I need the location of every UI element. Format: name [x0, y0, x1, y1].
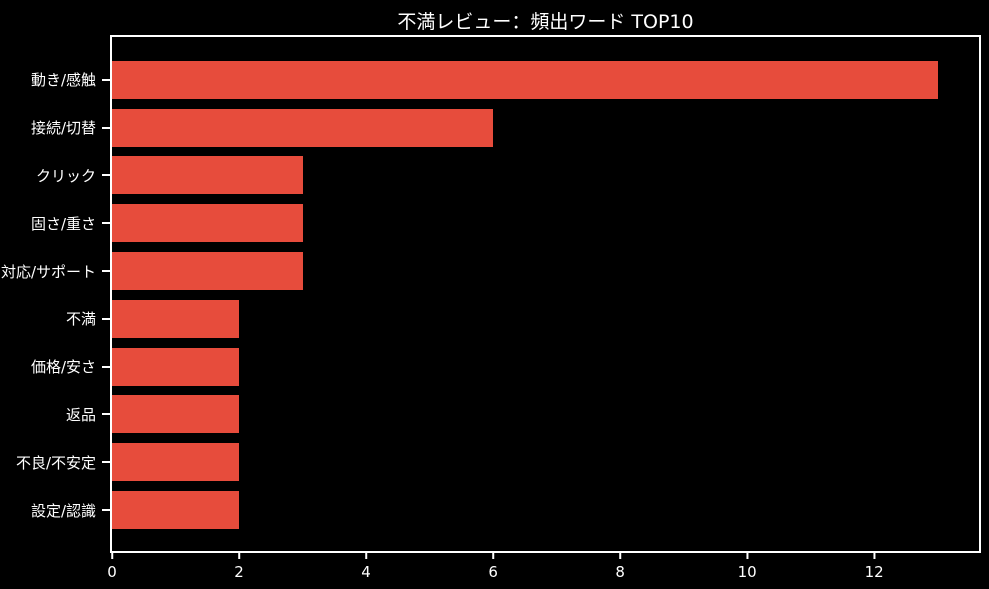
x-tick-mark	[873, 553, 876, 559]
y-row: クリック	[0, 152, 110, 200]
bar	[112, 156, 303, 195]
x-tick-label: 10	[737, 563, 757, 581]
plot-area	[110, 35, 981, 553]
y-row: 返品	[0, 391, 110, 439]
x-tick: 2	[234, 553, 244, 581]
x-tick-mark	[238, 553, 241, 559]
y-tick-mark	[102, 461, 110, 464]
y-tick-mark	[102, 509, 110, 512]
x-tick-mark	[110, 553, 113, 559]
y-tick-label: 接続/切替	[30, 119, 96, 138]
y-tick-mark	[102, 317, 110, 320]
y-row: 接続/切替	[0, 104, 110, 152]
y-tick-label: 設定/認識	[30, 501, 96, 520]
x-tick: 10	[738, 553, 757, 581]
y-row: 設定/認識	[0, 486, 110, 534]
x-tick-mark	[619, 553, 622, 559]
y-tick-label: 価格/安さ	[30, 358, 96, 377]
bar	[112, 252, 303, 291]
x-tick: 0	[107, 553, 117, 581]
x-tick-label: 8	[615, 563, 625, 581]
y-tick-mark	[102, 270, 110, 273]
chart-title: 不満レビュー：頻出ワード TOP10	[397, 11, 694, 33]
bar-row	[112, 56, 979, 104]
x-tick: 8	[615, 553, 625, 581]
x-tick-label: 4	[361, 563, 371, 581]
bar	[112, 491, 240, 530]
bar	[112, 443, 240, 482]
x-tick: 12	[865, 553, 884, 581]
x-tick-label: 0	[107, 563, 117, 581]
bar-row	[112, 343, 979, 391]
bar	[112, 108, 494, 147]
bar-row	[112, 391, 979, 439]
y-tick-mark	[102, 413, 110, 416]
x-tick-label: 2	[234, 563, 244, 581]
x-tick-mark	[492, 553, 495, 559]
x-tick-label: 12	[864, 563, 884, 581]
y-tick-label: 返品	[65, 405, 96, 424]
x-tick-label: 6	[488, 563, 498, 581]
bar-row	[112, 247, 979, 295]
bar	[112, 60, 938, 99]
bar	[112, 299, 240, 338]
y-tick-mark	[102, 365, 110, 368]
y-tick-label: 固さ/重さ	[30, 214, 96, 233]
x-tick-mark	[746, 553, 749, 559]
y-row: 固さ/重さ	[0, 199, 110, 247]
bar	[112, 204, 303, 243]
x-tick: 6	[488, 553, 498, 581]
bar	[112, 395, 240, 434]
y-tick-mark	[102, 174, 110, 177]
y-row: 価格/安さ	[0, 343, 110, 391]
x-axis: 0 2 4 6 8 10 12	[107, 553, 979, 587]
bar-row	[112, 104, 979, 152]
y-tick-mark	[102, 126, 110, 129]
bar-row	[112, 199, 979, 247]
y-row: 不満	[0, 295, 110, 343]
y-tick-label: 対応/サポート	[0, 262, 96, 281]
y-tick-mark	[102, 222, 110, 225]
bar-row	[112, 486, 979, 534]
bar-row	[112, 152, 979, 200]
y-tick-label: 不良/不安定	[15, 453, 96, 472]
y-tick-label: 不満	[65, 310, 96, 329]
y-tick-label: クリック	[35, 166, 96, 185]
y-row: 不良/不安定	[0, 438, 110, 486]
y-tick-mark	[102, 78, 110, 81]
x-tick: 4	[361, 553, 371, 581]
bar	[112, 347, 240, 386]
bar-row	[112, 295, 979, 343]
y-axis: 動き/感触接続/切替クリック固さ/重さ対応/サポート不満価格/安さ返品不良/不安…	[0, 56, 110, 534]
y-tick-label: 動き/感触	[30, 71, 96, 90]
y-row: 動き/感触	[0, 56, 110, 104]
bars-layer	[112, 56, 979, 534]
y-row: 対応/サポート	[0, 247, 110, 295]
bar-row	[112, 438, 979, 486]
x-tick-mark	[365, 553, 368, 559]
